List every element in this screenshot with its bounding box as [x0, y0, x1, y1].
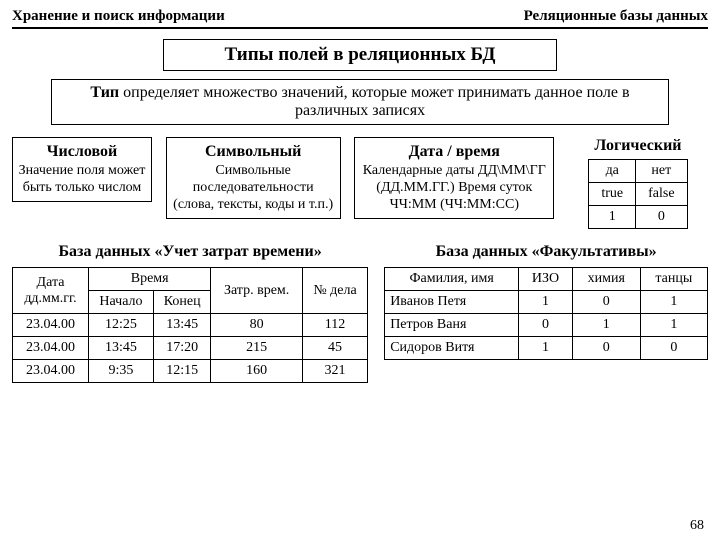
table2-block: База данных «Факультативы» Фамилия, имя …	[384, 243, 708, 383]
type-datetime: Дата / время Календарные даты ДД\ММ\ГГ (…	[354, 137, 554, 219]
table-row: 10	[589, 206, 687, 229]
logical-table: данет truefalse 10	[588, 159, 687, 229]
page-title: Типы полей в реляционных БД	[163, 39, 557, 71]
type-numeric-desc: Значение поля может быть только числом	[17, 163, 147, 197]
table-row: Петров Ваня011	[385, 314, 708, 337]
definition-box: Тип определяет множество значений, котор…	[51, 79, 669, 125]
table-row: Иванов Петя101	[385, 291, 708, 314]
type-datetime-title: Дата / время	[359, 142, 549, 161]
type-symbolic: Символьный Символьные последовательности…	[166, 137, 341, 219]
table-row: truefalse	[589, 183, 687, 206]
tables-row: База данных «Учет затрат времени» Датадд…	[12, 243, 708, 383]
table-row: данет	[589, 160, 687, 183]
header-left: Хранение и поиск информации	[12, 8, 225, 25]
table2: Фамилия, имя ИЗО химия танцы Иванов Петя…	[384, 267, 708, 360]
type-symbolic-title: Символьный	[171, 142, 336, 161]
table-row: Фамилия, имя ИЗО химия танцы	[385, 268, 708, 291]
header: Хранение и поиск информации Реляционные …	[12, 8, 708, 29]
type-symbolic-desc: Символьные последовательности (слова, те…	[171, 163, 336, 213]
type-numeric: Числовой Значение поля может быть только…	[12, 137, 152, 202]
table1-caption: База данных «Учет затрат времени»	[12, 243, 368, 261]
type-datetime-desc: Календарные даты ДД\ММ\ГГ (ДД.ММ.ГГ.) Вр…	[359, 163, 549, 213]
type-logical-title: Логический	[568, 137, 708, 155]
table-row: 23.04.009:3512:15160321	[13, 360, 368, 383]
table-row: Датадд.мм.гг. Время Затр. врем. № дела	[13, 268, 368, 291]
table-row: Сидоров Витя100	[385, 337, 708, 360]
definition-text: определяет множество значений, которые м…	[119, 84, 629, 119]
type-numeric-title: Числовой	[17, 142, 147, 161]
table-row: 23.04.0013:4517:2021545	[13, 337, 368, 360]
definition-bold: Тип	[90, 84, 119, 101]
table-row: 23.04.0012:2513:4580112	[13, 314, 368, 337]
table2-caption: База данных «Факультативы»	[384, 243, 708, 261]
type-logical: Логический данет truefalse 10	[568, 137, 708, 229]
types-row: Числовой Значение поля может быть только…	[12, 137, 708, 229]
table1-block: База данных «Учет затрат времени» Датадд…	[12, 243, 368, 383]
header-right: Реляционные базы данных	[524, 8, 708, 25]
table1: Датадд.мм.гг. Время Затр. врем. № дела Н…	[12, 267, 368, 383]
page-number: 68	[690, 518, 704, 534]
